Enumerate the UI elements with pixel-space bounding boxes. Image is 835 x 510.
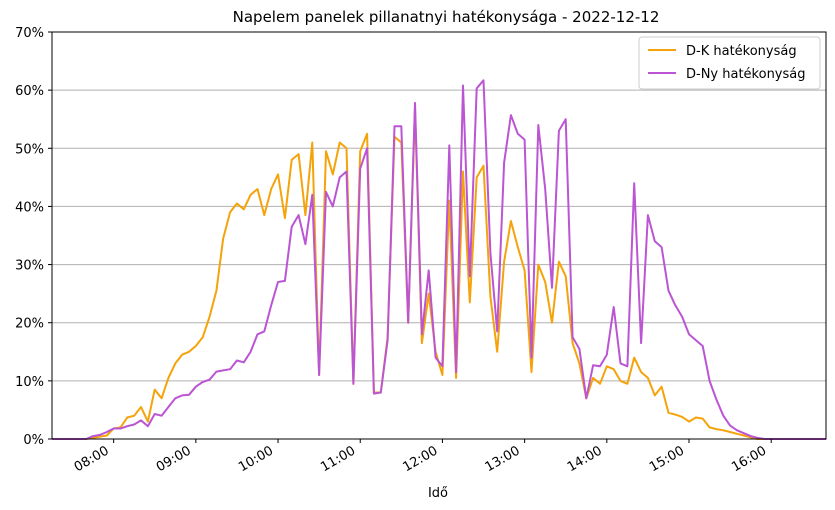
y-gridlines bbox=[52, 89, 826, 382]
y-tick-label: 20% bbox=[15, 317, 44, 332]
chart-title: Napelem panelek pillanatnyi hatékonysága… bbox=[233, 8, 660, 26]
x-tick-label: 12:00 bbox=[400, 443, 440, 475]
x-tick-label: 11:00 bbox=[318, 443, 358, 475]
y-tick-label: 10% bbox=[15, 375, 44, 390]
x-axis: 08:00 09:00 10:00 11:00 12:00 13:00 14:00 15:00… bbox=[72, 439, 772, 475]
plot-area-frame bbox=[51, 31, 827, 440]
x-tick-label: 09:00 bbox=[154, 443, 194, 475]
x-tick-label: 16:00 bbox=[729, 443, 769, 475]
legend-label-dk: D-K hatékonyság bbox=[686, 44, 797, 59]
y-tick-label: 60% bbox=[15, 84, 44, 99]
y-tick-label: 40% bbox=[15, 200, 44, 215]
x-tick-label: 14:00 bbox=[565, 443, 605, 475]
legend-label-dny: D-Ny hatékonyság bbox=[686, 67, 806, 82]
series-line-dny bbox=[52, 79, 826, 440]
y-tick-label: 0% bbox=[23, 433, 44, 448]
x-tick-label: 15:00 bbox=[647, 443, 687, 475]
legend-box bbox=[638, 36, 821, 90]
x-tick-label: 13:00 bbox=[483, 443, 523, 475]
x-axis-label: Idő bbox=[428, 486, 448, 501]
series-lines bbox=[52, 79, 826, 440]
x-tick-label: 08:00 bbox=[72, 443, 112, 475]
series-line-dk bbox=[52, 106, 826, 440]
y-tick-label: 30% bbox=[15, 259, 44, 274]
y-axis: 0% 10% 20% 30% 40% 50% 60% 70% bbox=[15, 26, 52, 448]
y-tick-label: 70% bbox=[15, 26, 44, 41]
legend: D-K hatékonyság D-Ny hatékonyság bbox=[638, 36, 821, 90]
y-tick-label: 50% bbox=[15, 142, 44, 157]
x-tick-label: 10:00 bbox=[236, 443, 276, 475]
